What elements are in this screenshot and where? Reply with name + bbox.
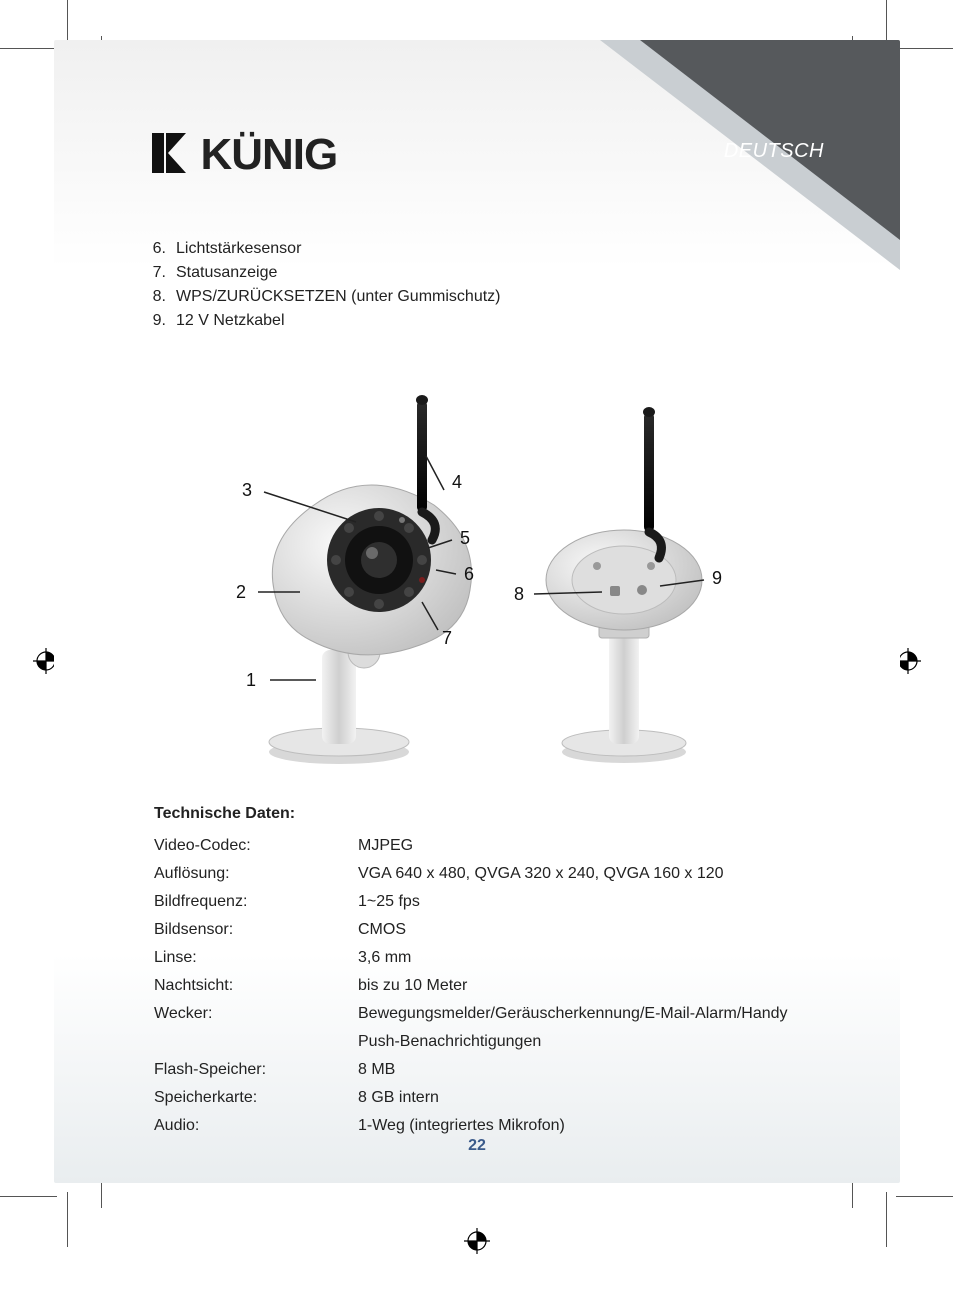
- spec-label: Audio:: [154, 1112, 358, 1140]
- list-item: 9.12 V Netzkabel: [150, 309, 500, 333]
- crop-mark: [0, 1196, 57, 1197]
- component-list: 6.Lichtstärkesensor 7.Statusanzeige 8.WP…: [150, 237, 500, 333]
- spec-label: Speicherkarte:: [154, 1084, 358, 1112]
- list-text: Statusanzeige: [176, 261, 277, 285]
- brand-name: KÜNIG: [200, 130, 337, 180]
- list-text: WPS/ZURÜCKSETZEN (unter Gummischutz): [176, 285, 500, 309]
- logo-mark-icon: [150, 131, 190, 180]
- callout-8: 8: [514, 584, 524, 604]
- spec-row: Bildfrequenz:1~25 fps: [154, 888, 788, 916]
- crop-mark: [886, 1192, 887, 1247]
- callout-3: 3: [242, 480, 252, 500]
- crop-mark: [67, 1192, 68, 1247]
- list-number: 9.: [150, 309, 176, 333]
- callout-1: 1: [246, 670, 256, 690]
- spec-value: 1-Weg (integriertes Mikrofon): [358, 1112, 565, 1140]
- crop-mark: [0, 48, 57, 49]
- list-item: 8.WPS/ZURÜCKSETZEN (unter Gummischutz): [150, 285, 500, 309]
- spec-row: Bildsensor:CMOS: [154, 916, 788, 944]
- spec-value: Bewegungsmelder/Geräuscherkennung/E-Mail…: [358, 1000, 788, 1056]
- spec-title: Technische Daten:: [154, 800, 788, 828]
- spec-value: bis zu 10 Meter: [358, 972, 467, 1000]
- crop-mark: [896, 1196, 953, 1197]
- spec-row: Audio:1-Weg (integriertes Mikrofon): [154, 1112, 788, 1140]
- callout-5: 5: [460, 528, 470, 548]
- list-number: 8.: [150, 285, 176, 309]
- spec-label: Flash-Speicher:: [154, 1056, 358, 1084]
- crop-mark: [896, 48, 953, 49]
- page-body: DEUTSCH KÜNIG 6.Lichtstärkesensor 7.Stat…: [54, 40, 900, 1183]
- spec-table: Technische Daten: Video-Codec:MJPEG Aufl…: [154, 800, 788, 1140]
- spec-label: Auflösung:: [154, 860, 358, 888]
- callout-7: 7: [442, 628, 452, 648]
- spec-value: 8 GB intern: [358, 1084, 439, 1112]
- brand-logo: KÜNIG: [150, 130, 390, 190]
- spec-row: Auflösung:VGA 640 x 480, QVGA 320 x 240,…: [154, 860, 788, 888]
- spec-value: 1~25 fps: [358, 888, 420, 916]
- spec-value: 3,6 mm: [358, 944, 411, 972]
- list-item: 6.Lichtstärkesensor: [150, 237, 500, 261]
- page-number: 22: [54, 1137, 900, 1155]
- spec-value: MJPEG: [358, 832, 413, 860]
- callout-2: 2: [236, 582, 246, 602]
- spec-row: Flash-Speicher:8 MB: [154, 1056, 788, 1084]
- list-text: 12 V Netzkabel: [176, 309, 285, 333]
- spec-row: Video-Codec:MJPEG: [154, 832, 788, 860]
- spec-label: Linse:: [154, 944, 358, 972]
- spec-row: Nachtsicht:bis zu 10 Meter: [154, 972, 788, 1000]
- spec-label: Bildsensor:: [154, 916, 358, 944]
- spec-value: CMOS: [358, 916, 406, 944]
- list-number: 6.: [150, 237, 176, 261]
- language-label: DEUTSCH: [724, 140, 824, 163]
- list-text: Lichtstärkesensor: [176, 237, 301, 261]
- callout-4: 4: [452, 472, 462, 492]
- callout-6: 6: [464, 564, 474, 584]
- product-diagram: 1 2 3 4 5 6 7: [204, 370, 764, 770]
- spec-label: Wecker:: [154, 1000, 358, 1056]
- list-number: 7.: [150, 261, 176, 285]
- spec-row: Linse:3,6 mm: [154, 944, 788, 972]
- list-item: 7.Statusanzeige: [150, 261, 500, 285]
- callout-9: 9: [712, 568, 722, 588]
- registration-mark-icon: [464, 1228, 490, 1254]
- spec-value: VGA 640 x 480, QVGA 320 x 240, QVGA 160 …: [358, 860, 724, 888]
- language-tab: DEUTSCH: [550, 40, 900, 350]
- spec-label: Bildfrequenz:: [154, 888, 358, 916]
- spec-row: Speicherkarte:8 GB intern: [154, 1084, 788, 1112]
- spec-value: 8 MB: [358, 1056, 395, 1084]
- spec-label: Video-Codec:: [154, 832, 358, 860]
- spec-label: Nachtsicht:: [154, 972, 358, 1000]
- spec-row: Wecker:Bewegungsmelder/Geräuscherkennung…: [154, 1000, 788, 1056]
